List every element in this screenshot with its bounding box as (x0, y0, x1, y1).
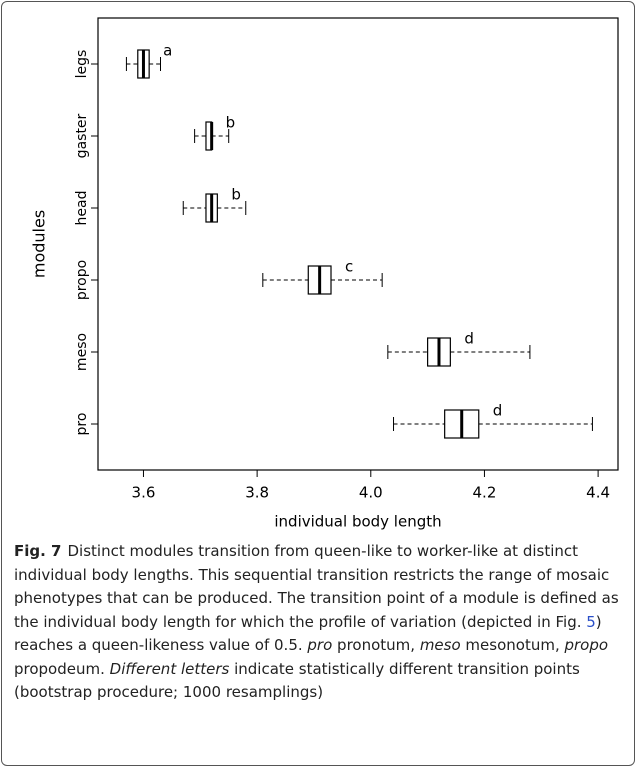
caption-text[interactable]: 5 (586, 612, 596, 631)
caption-text: mesonotum, (460, 636, 565, 654)
annotation: a (163, 42, 172, 60)
annotation: b (226, 114, 236, 132)
plot-frame (97, 17, 619, 471)
annotation: d (464, 330, 474, 348)
annotation: d (493, 402, 503, 420)
y-tick-label: pro (74, 413, 90, 436)
caption-text: pronotum, (332, 636, 420, 654)
caption: Fig. 7 Distinct modules transition from q… (14, 540, 620, 705)
caption-text: propodeum. (14, 659, 110, 678)
caption-text: Distinct modules transition from queen-l… (14, 542, 619, 631)
x-tick-label: 3.6 (132, 484, 156, 502)
chart: individual body length modules 3.6 3.8 4.0… (30, 17, 619, 531)
caption-text: propo (564, 636, 609, 654)
y-tick-label: meso (74, 333, 90, 371)
caption-text: indicate statistically different transit… (14, 659, 580, 702)
x-axis-label: individual body length (274, 513, 441, 531)
annotation: b (231, 186, 241, 204)
x-tick-label: 4.2 (473, 484, 497, 502)
y-tick-label: propo (74, 260, 90, 300)
caption-text: pro (307, 636, 333, 654)
annotation: c (345, 258, 353, 276)
caption-text: meso (419, 636, 461, 654)
y-tick-label: head (74, 191, 90, 226)
x-tick-label: 4.0 (359, 484, 383, 502)
x-tick-label: 4.4 (586, 484, 610, 502)
y-axis-label: modules (30, 210, 49, 278)
caption-text: ) reaches a queen-likeness value of 0.5. (14, 612, 602, 655)
caption-label: Fig. 7 (14, 542, 62, 560)
caption-text: Different letters (109, 659, 230, 678)
x-tick-label: 3.8 (245, 484, 269, 502)
y-tick-label: gaster (74, 113, 90, 158)
y-tick-label: legs (74, 50, 90, 79)
